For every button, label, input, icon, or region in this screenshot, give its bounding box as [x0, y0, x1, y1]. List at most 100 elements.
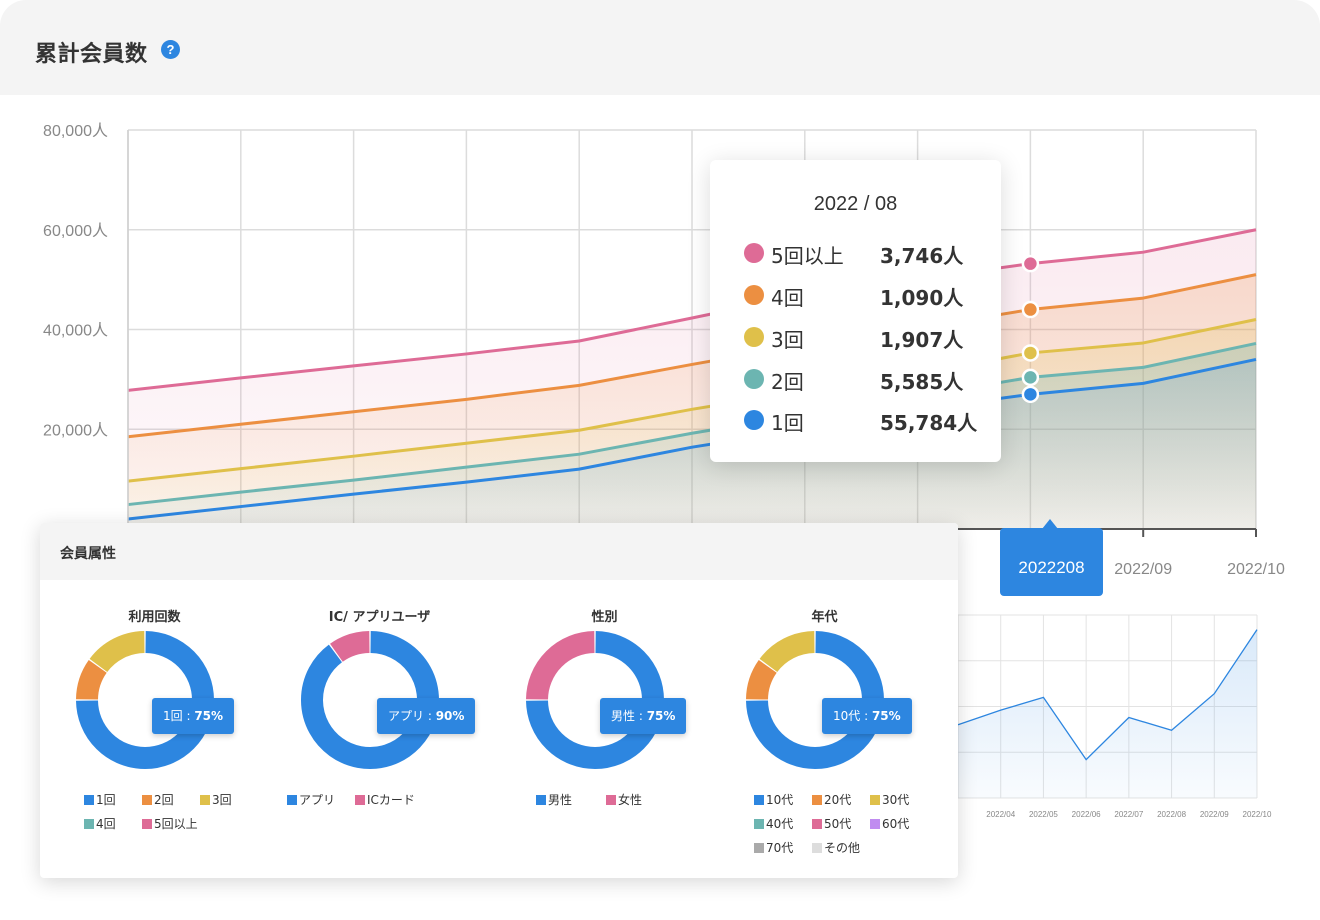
help-icon[interactable]: ? [161, 40, 180, 59]
legend-swatch-icon [536, 795, 546, 805]
x-tick-label: 2022/10 [1227, 561, 1285, 578]
series-point [1021, 254, 1040, 273]
legend-swatch-icon [870, 795, 880, 805]
tooltip-row: 5回以上 3,746人 [744, 238, 994, 268]
donut-tooltip-label: アプリ : [388, 709, 436, 723]
legend-item[interactable]: 女性 [606, 792, 642, 808]
legend-label: 40代 [766, 817, 794, 831]
attributes-header: 会員属性 [40, 523, 958, 580]
donut-segment [526, 631, 595, 700]
donut-title: IC/ アプリユーザ [328, 610, 431, 625]
tooltip-row-value: 5,585人 [880, 370, 964, 394]
legend-dot-icon [744, 410, 764, 430]
series-area [958, 629, 1257, 798]
x-tick-label: 2022/09 [1200, 810, 1229, 819]
legend-label: その他 [824, 841, 861, 855]
legend-item[interactable]: 3回 [200, 792, 232, 808]
legend-swatch-icon [812, 843, 822, 853]
tooltip-row: 4回 1,090人 [744, 280, 994, 310]
legend-label: 30代 [882, 793, 910, 807]
legend-swatch-icon [754, 795, 764, 805]
tooltip-row-value: 1,090人 [880, 286, 964, 310]
donut-segment [746, 631, 884, 769]
legend-item[interactable]: 20代 [812, 792, 851, 808]
y-tick-label: 40,000人 [43, 322, 108, 340]
legend-item[interactable]: ICカード [355, 792, 415, 808]
donut-chart [526, 631, 664, 769]
donut-title: 年代 [811, 610, 838, 625]
legend-swatch-icon [754, 843, 764, 853]
series-point [1021, 368, 1040, 387]
monthly-trend-chart: 2022/04 2022/05 2022/06 2022/07 2022/08 2022/… [957, 614, 1272, 819]
tooltip-row-label: 4回 [771, 286, 804, 310]
legend-label: 60代 [882, 817, 910, 831]
series-point [1021, 385, 1040, 404]
legend-item[interactable]: アプリ [287, 792, 335, 808]
legend-swatch-icon [142, 819, 152, 829]
series-line [127, 318, 1257, 483]
legend-label: ICカード [367, 793, 415, 807]
legend-dot-icon [744, 369, 764, 389]
donut-chart [746, 631, 884, 769]
legend-swatch-icon [142, 795, 152, 805]
donut-tooltip-label: 男性 : [611, 709, 647, 723]
legend-label: アプリ [299, 793, 336, 807]
donut-chart [301, 631, 439, 769]
tooltip-row-value: 55,784人 [880, 411, 978, 435]
legend-swatch-icon [606, 795, 616, 805]
tooltip-row-label: 2回 [771, 370, 804, 394]
legend-label: 20代 [824, 793, 852, 807]
page-title: 累計会員数 [35, 42, 148, 67]
tooltip-row-label: 1回 [771, 411, 804, 435]
legend-item[interactable]: 5回以上 [142, 816, 198, 832]
legend-item[interactable]: 2回 [142, 792, 174, 808]
cumulative-members-chart: 80,000人60,000人40,000人20,000人/072022/0920… [43, 122, 1285, 578]
tooltip-row-value: 3,746人 [880, 244, 964, 268]
legend-item[interactable]: 50代 [812, 816, 851, 832]
donut-tooltip: 1回 : 75% [152, 698, 235, 734]
member-attributes-panel: 会員属性 利用回数 1回 : 75% 1回 2回 3回 4回 5回以上 IC/ アプリユーザア… [40, 523, 958, 878]
x-axis-highlight-label[interactable]: 2022208 [1000, 528, 1103, 596]
donut-tooltip: アプリ : 90% [377, 698, 476, 734]
donut-segment [301, 631, 439, 769]
tooltip-date: 2022 / 08 [813, 193, 898, 215]
donut-tooltip: 男性 : 75% [600, 698, 687, 734]
legend-item[interactable]: 4回 [84, 816, 116, 832]
y-tick-label: 20,000人 [43, 421, 108, 439]
legend-item[interactable]: 1回 [84, 792, 116, 808]
legend-item[interactable]: 70代 [754, 840, 793, 856]
legend-label: 1回 [96, 793, 116, 807]
donut-title: 性別 [591, 610, 618, 625]
legend-item[interactable]: 10代 [754, 792, 793, 808]
legend-label: 女性 [618, 793, 643, 807]
tooltip-row-label: 5回以上 [771, 244, 844, 268]
donut-chart-block: 性別男性 : 75% 男性 女性 [492, 580, 717, 878]
tooltip-row: 1回 55,784人 [744, 405, 994, 435]
legend-swatch-icon [84, 795, 94, 805]
donut-tooltip-value: 75% [646, 709, 676, 723]
donut-tooltip-label: 1回 : [163, 709, 195, 723]
legend-item[interactable]: 60代 [870, 816, 909, 832]
legend-label: 2回 [154, 793, 174, 807]
legend-item[interactable]: 30代 [870, 792, 909, 808]
legend-item[interactable]: 40代 [754, 816, 793, 832]
x-tick-label: 2022/09 [1114, 561, 1172, 578]
donut-tooltip-value: 75% [194, 709, 224, 723]
legend-label: 男性 [548, 793, 573, 807]
legend-label: 10代 [766, 793, 794, 807]
series-point [1021, 300, 1040, 319]
tooltip-row: 3回 1,907人 [744, 322, 994, 352]
legend-label: 4回 [96, 817, 116, 831]
tooltip-row-label: 3回 [771, 328, 804, 352]
donut-tooltip-value: 90% [435, 709, 465, 723]
legend-swatch-icon [200, 795, 210, 805]
legend-swatch-icon [870, 819, 880, 829]
x-tick-label: 2022/04 [986, 810, 1015, 819]
legend-item[interactable]: その他 [812, 840, 860, 856]
series-point [1021, 344, 1040, 362]
legend-label: 3回 [212, 793, 232, 807]
chart-tooltip: 2022 / 08 5回以上 3,746人 4回 1,090人 3回 1,907… [710, 160, 1001, 462]
legend-label: 50代 [824, 817, 852, 831]
legend-item[interactable]: 男性 [536, 792, 572, 808]
